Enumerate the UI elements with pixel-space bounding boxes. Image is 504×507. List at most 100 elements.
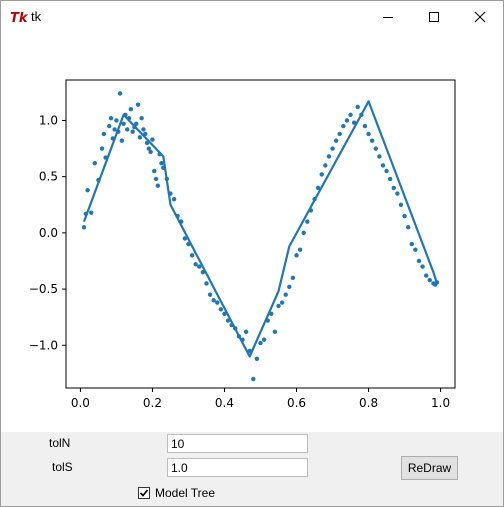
data-point — [276, 303, 281, 309]
x-tick-label: 0.2 — [143, 396, 162, 410]
minimize-icon — [383, 17, 393, 18]
data-point — [150, 137, 155, 142]
x-tick-label: 0.0 — [71, 396, 90, 410]
data-point — [193, 262, 198, 267]
data-point — [211, 298, 216, 303]
data-point — [337, 131, 342, 137]
data-point — [380, 163, 386, 168]
data-point — [135, 102, 141, 107]
data-point — [333, 138, 339, 143]
data-point — [301, 230, 306, 236]
data-point — [423, 273, 429, 278]
x-tick-label: 0.4 — [215, 396, 234, 410]
controls-panel: tolN tolS ReDraw Model Tree — [1, 432, 503, 506]
data-point — [171, 196, 177, 202]
data-point — [148, 149, 153, 155]
data-point — [121, 121, 126, 127]
data-point — [290, 275, 296, 281]
y-tick-label: 0.0 — [39, 226, 58, 240]
data-point — [182, 236, 188, 241]
axes-frame — [65, 79, 456, 389]
data-point — [243, 329, 249, 334]
data-point — [362, 123, 368, 129]
minimize-button[interactable] — [365, 1, 411, 32]
data-point — [287, 284, 292, 290]
model-tree-label: Model Tree — [155, 486, 216, 500]
data-point — [348, 112, 353, 118]
data-point — [294, 253, 299, 258]
x-tick-label: 0.8 — [359, 396, 378, 410]
data-point — [305, 219, 310, 224]
data-point — [146, 146, 152, 151]
data-point — [139, 116, 144, 121]
data-point — [134, 121, 139, 127]
data-point — [251, 376, 256, 382]
data-point — [89, 210, 94, 215]
data-point — [283, 292, 288, 297]
data-point — [330, 146, 335, 151]
data-point — [114, 118, 119, 123]
data-point — [108, 116, 114, 121]
data-point — [81, 225, 87, 230]
data-point — [152, 168, 157, 174]
data-point — [395, 191, 400, 196]
y-tick-label: −1.0 — [29, 338, 58, 352]
title-bar[interactable]: Tk tk — [1, 1, 503, 32]
data-point — [99, 146, 105, 151]
data-point — [326, 154, 332, 159]
data-point — [387, 176, 393, 182]
data-point — [117, 91, 123, 96]
data-point — [297, 247, 303, 252]
tols-label: tolS — [52, 460, 73, 474]
x-tick-label: 0.6 — [287, 396, 306, 410]
svg-text:Tk: Tk — [10, 11, 28, 25]
redraw-button[interactable]: ReDraw — [401, 456, 458, 480]
model-tree-chart: 0.0 0.2 0.4 0.6 0.8 1.0 −1.0 −0.5 0.0 0.5 1.0 — [29, 79, 456, 410]
data-point — [398, 202, 404, 207]
data-point — [420, 264, 425, 269]
data-point — [85, 187, 90, 193]
data-point — [128, 107, 134, 112]
data-point — [416, 258, 422, 264]
maximize-button[interactable] — [411, 1, 457, 32]
data-point — [112, 127, 117, 132]
data-point — [315, 185, 321, 191]
data-point — [130, 129, 135, 134]
data-point — [319, 172, 324, 177]
data-point — [125, 127, 130, 132]
data-point — [155, 183, 161, 188]
plot-canvas[interactable]: 0.0 0.2 0.4 0.6 0.8 1.0 −1.0 −0.5 0.0 0.5 1.0 — [1, 32, 503, 432]
y-tick-label: 0.5 — [39, 170, 58, 184]
data-point — [141, 127, 146, 132]
data-point — [119, 138, 125, 143]
data-point — [373, 146, 378, 151]
close-button[interactable] — [457, 1, 503, 32]
data-point — [409, 241, 414, 247]
data-point — [323, 163, 328, 168]
data-point — [355, 104, 360, 110]
tols-input[interactable] — [167, 458, 308, 477]
data-point — [207, 292, 213, 297]
maximize-icon — [429, 12, 439, 22]
data-point — [137, 135, 143, 140]
data-point — [384, 168, 389, 174]
data-point — [405, 225, 411, 230]
data-point — [107, 123, 112, 129]
data-point — [402, 213, 407, 219]
data-point — [279, 300, 285, 305]
data-point — [272, 329, 278, 334]
checkmark-icon — [139, 489, 149, 497]
data-point — [101, 131, 107, 137]
data-point — [369, 138, 375, 143]
data-point — [222, 311, 227, 317]
data-point — [427, 277, 432, 283]
y-tick-label: −0.5 — [29, 282, 58, 296]
y-tick-label: 1.0 — [39, 113, 58, 127]
data-point — [215, 300, 220, 305]
model-tree-checkbox[interactable] — [138, 487, 150, 499]
data-point — [189, 253, 195, 258]
data-point — [391, 185, 396, 191]
toln-input[interactable] — [167, 434, 308, 453]
close-icon — [474, 11, 486, 23]
